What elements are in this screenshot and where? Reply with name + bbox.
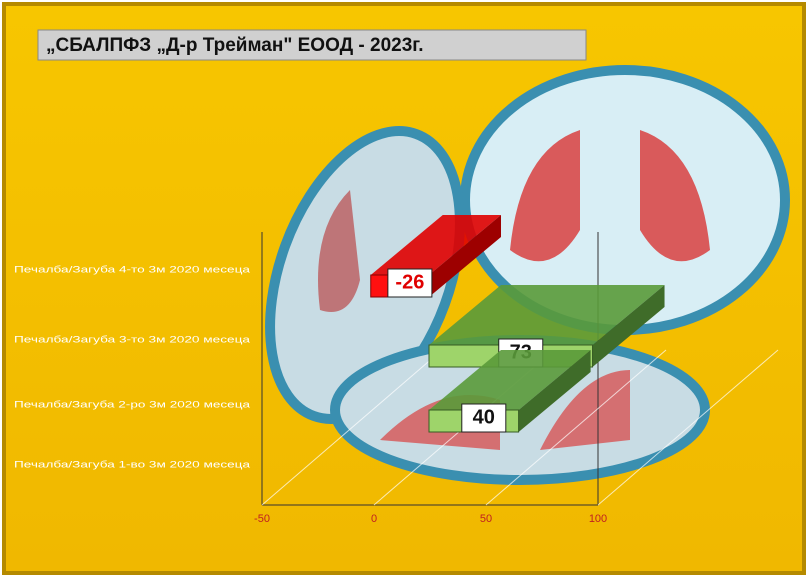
- y-tick-label: Печалба/Загуба 4-то 3м 2020 месеца: [14, 264, 250, 274]
- bar-top: [429, 350, 591, 410]
- bar-side: [518, 350, 591, 432]
- plot: [261, 232, 599, 506]
- value-label: 40: [473, 406, 495, 428]
- grid-line: [597, 349, 779, 506]
- y-tick-label: Печалба/Загуба 3-то 3м 2020 месеца: [14, 334, 250, 344]
- bar-side: [592, 285, 665, 367]
- chart-title: „СБАЛПФЗ „Д-р Трейман" ЕООД - 2023г.: [46, 35, 424, 56]
- value-label-box: [387, 268, 433, 298]
- value-label: -26: [395, 271, 424, 293]
- x-tick-label: 100: [589, 513, 607, 525]
- value-label-box: [461, 403, 507, 433]
- y-tick-label: Печалба/Загуба 2-ро 3м 2020 месеца: [14, 399, 250, 409]
- bar-top: [370, 215, 501, 275]
- x-tick-label: 0: [371, 513, 377, 525]
- bar-top: [429, 285, 665, 345]
- decoration: [265, 65, 790, 485]
- x-tick-label: -50: [254, 513, 270, 525]
- bar-side: [429, 215, 501, 297]
- title-box: [37, 29, 587, 61]
- grid-line: [261, 349, 443, 506]
- x-tick-label: 50: [480, 513, 492, 525]
- y-tick-label: Печалба/Загуба 1-во 3м 2020 месеца: [14, 459, 250, 469]
- grid-line: [485, 349, 667, 506]
